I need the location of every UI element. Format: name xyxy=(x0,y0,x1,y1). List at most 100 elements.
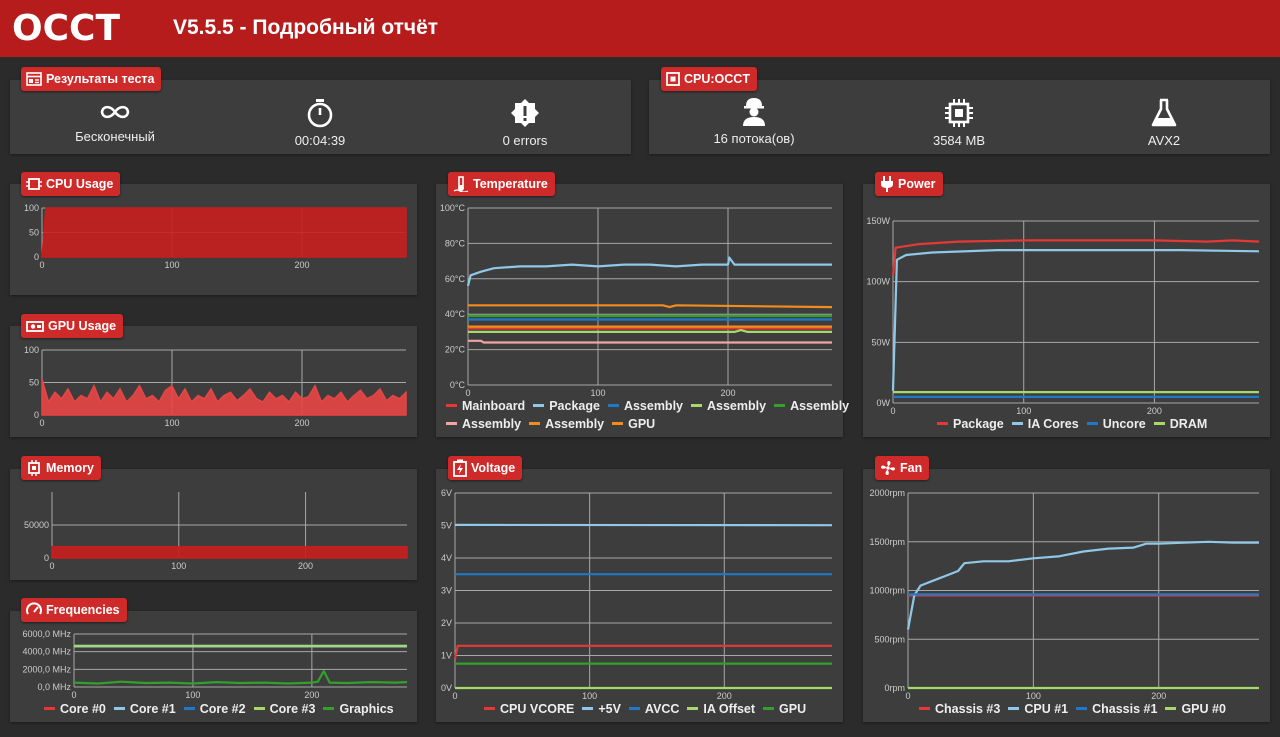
threads-stat: 16 потока(ов) xyxy=(689,96,819,146)
cpu-test-panel: 16 потока(ов) 3584 MB AVX2 xyxy=(649,80,1270,154)
power-panel: 0W 50W 100W 150W 0 100 200 Package IA Cores Unco… xyxy=(863,184,1270,437)
y-tick-label: 1V xyxy=(441,651,452,661)
test-results-panel: Бесконечный 00:04:39 0 errors xyxy=(10,80,631,154)
y-tick-label: 2000,0 MHz xyxy=(22,664,71,674)
test-mode-stat: Бесконечный xyxy=(50,100,180,144)
cpu-icon xyxy=(666,72,680,86)
legend-swatch xyxy=(253,707,265,711)
legend-item[interactable]: Chassis #1 xyxy=(1076,700,1157,718)
legend-swatch xyxy=(1165,707,1177,711)
temperature-chart: 0°C 20°C 40°C 60°C 80°C 100°C 0 100 200 xyxy=(440,203,833,398)
cpu-usage-chart: 0 50 100 0 100 200 xyxy=(24,203,407,270)
app-header: OCCT V5.5.5 - Подробный отчёт xyxy=(0,0,1280,57)
x-tick-label: 200 xyxy=(304,690,319,700)
battery-bolt-icon xyxy=(453,459,467,477)
legend-swatch xyxy=(937,422,948,426)
occt-logo: OCCT xyxy=(12,8,120,49)
legend-swatch xyxy=(774,404,786,408)
frequencies-chart: 0,0 MHz 2000,0 MHz 4000,0 MHz 6000,0 MHz 0 10… xyxy=(22,629,408,700)
instruction-set-value: AVX2 xyxy=(1147,133,1181,148)
y-tick-label: 100 xyxy=(24,203,39,213)
legend-item[interactable]: +5V xyxy=(582,700,621,718)
legend-label: GPU #0 xyxy=(1181,702,1226,716)
y-tick-label: 50000 xyxy=(24,520,49,530)
series-line-package xyxy=(466,256,832,287)
legend-swatch xyxy=(446,422,457,426)
legend-label: GPU xyxy=(628,417,656,431)
legend-swatch xyxy=(529,422,541,426)
cpu-test-tag: CPU:OCCT xyxy=(661,67,757,91)
test-results-tag: Результаты теста xyxy=(21,67,162,91)
memory-panel: 0 50000 0 100 200 xyxy=(10,469,417,580)
gpu-usage-panel: 0 50 100 0 100 200 xyxy=(10,326,417,437)
legend-item[interactable]: Graphics xyxy=(323,700,394,718)
legend-item[interactable]: Package xyxy=(937,415,1004,433)
legend-item[interactable]: Core #3 xyxy=(253,700,315,718)
legend-item[interactable]: Core #2 xyxy=(183,700,246,718)
frequencies-tag: Frequencies xyxy=(21,598,127,622)
legend-item[interactable]: Chassis #3 xyxy=(919,700,1000,718)
legend-item[interactable]: Assembly xyxy=(691,397,766,415)
legend-item[interactable]: DRAM xyxy=(1153,415,1207,433)
stopwatch-icon xyxy=(307,99,333,128)
y-tick-label: 2V xyxy=(441,618,452,628)
legend-item[interactable]: CPU VCORE xyxy=(484,700,574,718)
y-tick-label: 50W xyxy=(871,337,890,347)
y-tick-label: 0 xyxy=(34,410,39,420)
legend-swatch xyxy=(1076,707,1088,711)
x-tick-label: 200 xyxy=(1151,691,1166,701)
elapsed-time-value: 00:04:39 xyxy=(294,133,346,148)
legend-label: IA Offset xyxy=(703,702,756,716)
legend-swatch xyxy=(183,707,195,711)
legend-label: AVCC xyxy=(644,702,680,716)
x-tick-label: 100 xyxy=(1026,691,1041,701)
gauge-icon xyxy=(26,602,42,615)
legend-item[interactable]: GPU #0 xyxy=(1165,700,1226,718)
fan-tag: Fan xyxy=(875,456,930,480)
legend-item[interactable]: CPU #1 xyxy=(1008,700,1068,718)
worker-icon xyxy=(743,98,765,126)
legend-swatch xyxy=(1086,422,1098,426)
memory-chart: 0 50000 0 100 200 xyxy=(24,492,408,571)
legend-swatch xyxy=(323,707,335,711)
legend-item[interactable]: IA Cores xyxy=(1011,415,1079,433)
chip-icon xyxy=(945,99,973,127)
legend-item[interactable]: GPU xyxy=(763,700,806,718)
temperature-label: Temperature xyxy=(473,177,548,191)
y-tick-label: 500rpm xyxy=(874,634,905,644)
power-legend: Package IA Cores Uncore DRAM xyxy=(937,415,1215,433)
series-line-assembly xyxy=(468,339,832,344)
legend-item[interactable]: IA Offset xyxy=(687,700,755,718)
x-tick-label: 0 xyxy=(71,690,76,700)
legend-item[interactable]: Assembly xyxy=(607,397,683,415)
legend-item[interactable]: GPU xyxy=(612,415,655,433)
legend-swatch xyxy=(1153,422,1165,426)
x-tick-label: 0 xyxy=(890,406,895,416)
series-line-graphics xyxy=(73,669,408,685)
y-tick-label: 0 xyxy=(34,252,39,262)
infinity-icon xyxy=(100,105,130,119)
thermometer-icon xyxy=(453,176,469,192)
legend-label: Chassis #1 xyxy=(1092,702,1158,716)
legend-item[interactable]: AVCC xyxy=(628,700,680,718)
gpu-usage-tag: GPU Usage xyxy=(21,314,124,338)
legend-item[interactable]: Assembly xyxy=(529,415,604,433)
legend-item[interactable]: Assembly xyxy=(446,415,521,433)
y-tick-label: 1000rpm xyxy=(869,586,905,596)
flask-icon xyxy=(1151,98,1177,127)
legend-swatch xyxy=(612,422,624,426)
legend-swatch xyxy=(446,404,457,408)
legend-item[interactable]: Uncore xyxy=(1086,415,1146,433)
x-tick-label: 100 xyxy=(171,561,186,571)
legend-item[interactable]: Core #0 xyxy=(44,700,106,718)
y-tick-label: 60°C xyxy=(445,274,466,284)
legend-item[interactable]: Mainboard xyxy=(446,397,525,415)
legend-item[interactable]: Core #1 xyxy=(113,700,176,718)
x-tick-label: 0 xyxy=(39,418,44,428)
y-tick-label: 100W xyxy=(866,277,890,287)
memory-size-stat: 3584 MB xyxy=(894,98,1024,148)
x-tick-label: 200 xyxy=(294,260,309,270)
y-tick-label: 4000,0 MHz xyxy=(22,647,71,657)
legend-item[interactable]: Package xyxy=(533,397,600,415)
legend-item[interactable]: Assembly xyxy=(774,397,849,415)
